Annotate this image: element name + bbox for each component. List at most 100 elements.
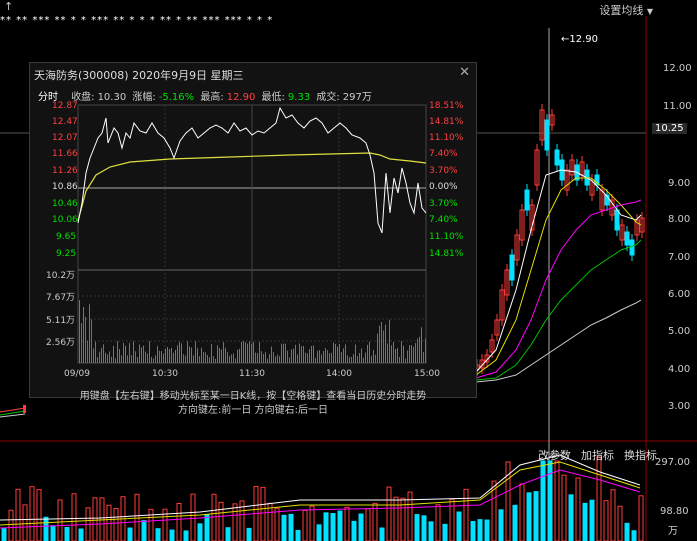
intraday-volume-bar [369,341,370,363]
intraday-volume-bar [403,345,404,363]
price-tick: 4.00 [668,364,691,375]
volume-bar [526,492,532,541]
intraday-volume-bar [221,349,222,363]
candle [519,209,525,241]
volume-bar [589,499,595,541]
intraday-volume-bar [145,351,146,363]
intraday-volume-bar [365,352,366,363]
intraday-volume-bar [163,353,164,363]
intraday-volume-bar [151,356,152,363]
intraday-volume-bar [197,348,198,363]
price-tick: 8.00 [668,214,691,225]
candle [514,234,520,261]
intraday-volume-bar [421,327,422,363]
intraday-volume-bar [191,347,192,363]
intraday-volume-bar [121,355,122,363]
fenshi-label: 分时 [38,92,58,103]
volume-bar [477,519,483,541]
intraday-volume-bar [337,346,338,363]
intraday-volume-bar [373,349,374,363]
intraday-volume-bar [137,356,138,363]
volume-bar [617,505,623,541]
intraday-popup[interactable]: 天海防务(300008) 2020年9月9日 星期三 ✕ 分时 收盘: 10.30… [29,62,477,416]
popup-titlebar[interactable]: 天海防务(300008) 2020年9月9日 星期三 ✕ [30,63,476,85]
change-indicator-button[interactable]: 换指标 [624,449,657,462]
right-pct: 18.51% [429,101,464,111]
intraday-volume-bar [299,343,300,363]
intraday-volume-bar [407,350,408,363]
close-icon[interactable]: ✕ [459,65,470,80]
candle [604,194,610,206]
intraday-volume-bar [83,307,84,363]
volume-bar [351,520,357,541]
close-label: 收盘: [71,92,95,103]
candle [614,209,620,231]
intraday-volume-bar [415,343,416,363]
intraday-volume-bar [283,343,284,363]
candle [634,219,640,236]
volume-bar [414,514,420,541]
volume-bar [260,486,266,541]
vol-label: 10.2万 [46,271,76,281]
change-params-button[interactable]: 改参数 [538,449,571,462]
volume-bar [113,507,119,541]
intraday-volume-bar [263,353,264,363]
volume-bar [603,500,609,541]
intraday-volume-bar [109,351,110,363]
intraday-volume-bar [389,319,390,363]
candle [549,114,555,126]
volume-bar [498,509,504,541]
volume-bars [1,456,644,541]
intraday-volume-bar [311,345,312,363]
intraday-volume-bar [189,346,190,363]
volume-bar [288,513,294,541]
volume-value: 297万 [342,92,372,103]
vol-label: 7.67万 [46,293,76,303]
right-pct: 14.81% [429,249,464,259]
intraday-volume-bar [195,341,196,363]
add-indicator-button[interactable]: 加指标 [581,449,614,462]
candle [534,149,540,186]
intraday-volume-bar [269,354,270,363]
vol-label: 2.56万 [46,338,76,348]
intraday-volume-bar [377,333,378,363]
volume-bar [554,460,560,541]
ma-settings-button[interactable]: 设置均线 ▼ [599,2,653,18]
intraday-volume-bar [411,345,412,363]
intraday-volume-bar [409,345,410,363]
intraday-volume-bar [339,343,340,363]
right-pct: 3.70% [429,199,458,209]
intraday-volume-bar [257,353,258,363]
intraday-volume-bar [225,347,226,363]
high-value: 12.90 [226,92,256,103]
right-pct: 11.10% [429,133,464,143]
intraday-volume-bar [275,356,276,363]
volume-bar [29,486,35,541]
intraday-volume-bar [321,354,322,363]
intraday-volume-bar [177,345,178,363]
ma-line [475,239,642,381]
intraday-volume-bar [265,352,266,363]
candle [509,254,515,281]
volume-bar [169,529,175,541]
volume-bar [463,488,469,541]
volume-bar [15,488,21,541]
up-arrow-icon[interactable]: ↑ [4,0,14,13]
right-pct: 14.81% [429,117,464,127]
intraday-volume-bar [295,344,296,363]
candle [639,217,645,233]
volume-bar [36,489,42,541]
volume-bar [470,520,476,541]
candle [494,319,500,336]
volume-bar [386,486,392,541]
intraday-volume-bar [391,345,392,363]
intraday-volume-bar [359,352,360,363]
intraday-chart[interactable] [30,63,476,397]
left-price: 10.06 [52,215,78,225]
intraday-volume-bar [335,343,336,363]
left-price: 10.46 [52,199,78,209]
intraday-volume-bar [229,356,230,363]
volume-bar [127,527,133,541]
intraday-volume-bar [313,345,314,363]
intraday-volume-bar [287,350,288,363]
